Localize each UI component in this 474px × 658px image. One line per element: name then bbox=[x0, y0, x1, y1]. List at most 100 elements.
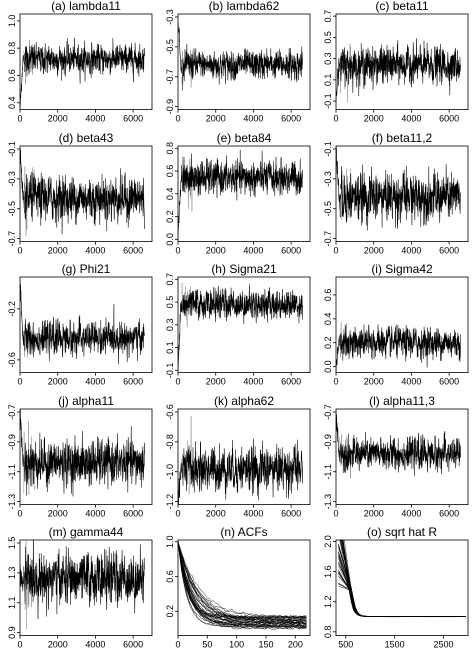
rhat-curve bbox=[338, 552, 466, 618]
chart-svg-m: (m) gamma44 0 2000 4000 6000 0.9 1.1 1.3 1.5 bbox=[7, 525, 153, 650]
y-tick-label: 0.5 bbox=[165, 296, 175, 309]
x-tick-label: 2000 bbox=[364, 245, 384, 255]
y-tick-label: -1.3 bbox=[323, 494, 333, 510]
plot-frame bbox=[19, 276, 153, 374]
rhat-curve bbox=[338, 573, 466, 618]
acf-curve bbox=[178, 543, 307, 626]
x-tick-label: 2000 bbox=[206, 508, 226, 518]
rhat-curve bbox=[338, 570, 466, 618]
x-tick-label: 6000 bbox=[123, 377, 143, 387]
plot-area bbox=[20, 37, 145, 110]
y-tick-label: -0.1 bbox=[323, 141, 333, 157]
y-tick-label: -0.1 bbox=[165, 363, 175, 379]
panel-c: (c) beta11 0 2000 4000 6000 -0.1 0.1 0.3 0.5 0.7 bbox=[316, 0, 474, 132]
x-tick-label: 6000 bbox=[281, 377, 301, 387]
x-tick-label: 2000 bbox=[48, 377, 68, 387]
rhat-curve bbox=[339, 540, 466, 618]
x-tick-label: 4000 bbox=[85, 114, 105, 124]
rhat-curve bbox=[339, 540, 466, 618]
y-tick-label: -0.7 bbox=[7, 404, 17, 420]
acf-curve bbox=[178, 543, 307, 625]
chart-svg-j: (j) alpha11 0 2000 4000 6000 -1.3 -1.1 -0.9 -0.7 bbox=[7, 394, 153, 518]
mcmc-trace bbox=[340, 324, 461, 368]
x-tick-label: 0 bbox=[17, 245, 22, 255]
chart-svg-i: (i) Sigma42 0 2000 4000 6000 0.0 0.2 0.4 0.6 bbox=[323, 262, 469, 387]
plot-area bbox=[336, 145, 461, 231]
rhat-curve bbox=[338, 575, 466, 618]
plot-area bbox=[336, 38, 461, 103]
y-tick-label: -1.1 bbox=[323, 464, 333, 480]
y-tick-label: -0.9 bbox=[165, 99, 175, 115]
panel-o: (o) sqrt hat R 500 1500 2500 0.8 1.2 1.6 2.0 bbox=[316, 525, 474, 658]
y-tick-label: -0.7 bbox=[323, 404, 333, 420]
x-tick-label: 4000 bbox=[243, 377, 263, 387]
y-tick-label: -0.2 bbox=[7, 301, 17, 317]
y-tick-label: 0.8 bbox=[165, 142, 175, 155]
mcmc-trace bbox=[24, 167, 145, 234]
y-tick-label: -0.3 bbox=[323, 171, 333, 187]
acf-curve bbox=[178, 542, 307, 619]
rhat-curve bbox=[338, 558, 466, 618]
mcmc-trace bbox=[24, 540, 145, 620]
panel-f: (f) beta11,2 0 2000 4000 6000 -0.7 -0.5 -0.3 -0.… bbox=[316, 131, 474, 264]
x-tick-label: 6000 bbox=[439, 377, 459, 387]
rhat-curve bbox=[338, 544, 466, 618]
x-tick-label: 2000 bbox=[364, 114, 384, 124]
y-tick-label: -0.9 bbox=[323, 434, 333, 450]
x-tick-label: 6000 bbox=[281, 114, 301, 124]
x-tick-label: 200 bbox=[288, 640, 303, 650]
x-tick-label: 0 bbox=[175, 114, 180, 124]
rhat-curve bbox=[338, 551, 466, 618]
x-tick-label: 6000 bbox=[123, 114, 143, 124]
x-tick-label: 4000 bbox=[85, 508, 105, 518]
rhat-curve bbox=[339, 540, 466, 618]
y-tick-label: -0.8 bbox=[165, 434, 175, 450]
y-tick-label: 0.5 bbox=[323, 31, 333, 44]
x-tick-label: 4000 bbox=[401, 114, 421, 124]
y-tick-label: -0.6 bbox=[7, 352, 17, 368]
y-tick-label: -0.7 bbox=[323, 230, 333, 246]
x-tick-label: 0 bbox=[175, 508, 180, 518]
x-tick-label: 0 bbox=[175, 640, 180, 650]
rhat-curve bbox=[338, 546, 466, 618]
rhat-curve bbox=[338, 562, 466, 618]
burn-in-trace bbox=[20, 283, 25, 346]
y-tick-label: 1.0 bbox=[165, 536, 175, 549]
chart-svg-a: (a) lambda11 0 2000 4000 6000 0.4 0.6 0.8 1.0 bbox=[7, 0, 153, 124]
chart-svg-n: (n) ACFs 0 50 100 150 200 0.2 0.6 1.0 bbox=[165, 525, 311, 650]
acf-curve bbox=[178, 541, 307, 628]
chart-svg-o: (o) sqrt hat R 500 1500 2500 0.8 1.2 1.6 2.0 bbox=[323, 525, 469, 650]
plot-area bbox=[338, 540, 466, 618]
mcmc-trace bbox=[182, 43, 303, 91]
acf-curve bbox=[178, 542, 307, 630]
x-tick-label: 4000 bbox=[243, 508, 263, 518]
acf-curve bbox=[178, 541, 307, 628]
y-tick-label: 0.7 bbox=[323, 10, 333, 23]
rhat-curve bbox=[340, 540, 466, 618]
x-tick-label: 4000 bbox=[243, 245, 263, 255]
x-tick-label: 6000 bbox=[123, 508, 143, 518]
y-tick-label: 0.0 bbox=[165, 233, 175, 246]
plot-area bbox=[336, 408, 461, 479]
plot-area bbox=[336, 322, 461, 373]
chart-title: (o) sqrt hat R bbox=[367, 525, 437, 539]
chart-svg-k: (k) alpha62 0 2000 4000 6000 -1.2 -1.0 -0.8 -0.6 bbox=[165, 394, 311, 518]
rhat-curve bbox=[338, 572, 466, 618]
x-tick-label: 4000 bbox=[401, 377, 421, 387]
x-tick-label: 0 bbox=[17, 508, 22, 518]
x-tick-label: 0 bbox=[17, 114, 22, 124]
burn-in-trace bbox=[20, 53, 25, 110]
chart-title: (k) alpha62 bbox=[214, 394, 274, 408]
x-tick-label: 0 bbox=[17, 377, 22, 387]
x-tick-label: 2000 bbox=[206, 377, 226, 387]
x-tick-label: 2000 bbox=[48, 245, 68, 255]
panel-g: (g) Phi21 0 2000 4000 6000 -0.6 -0.2 bbox=[0, 262, 158, 395]
plot-area bbox=[20, 408, 145, 497]
y-tick-label: 0.6 bbox=[7, 69, 17, 82]
y-tick-label: -0.6 bbox=[165, 404, 175, 420]
plot-frame bbox=[177, 13, 311, 110]
y-tick-label: 0.3 bbox=[323, 52, 333, 65]
chart-title: (f) beta11,2 bbox=[372, 131, 433, 145]
acf-curve bbox=[178, 541, 307, 624]
plot-frame bbox=[19, 408, 153, 505]
